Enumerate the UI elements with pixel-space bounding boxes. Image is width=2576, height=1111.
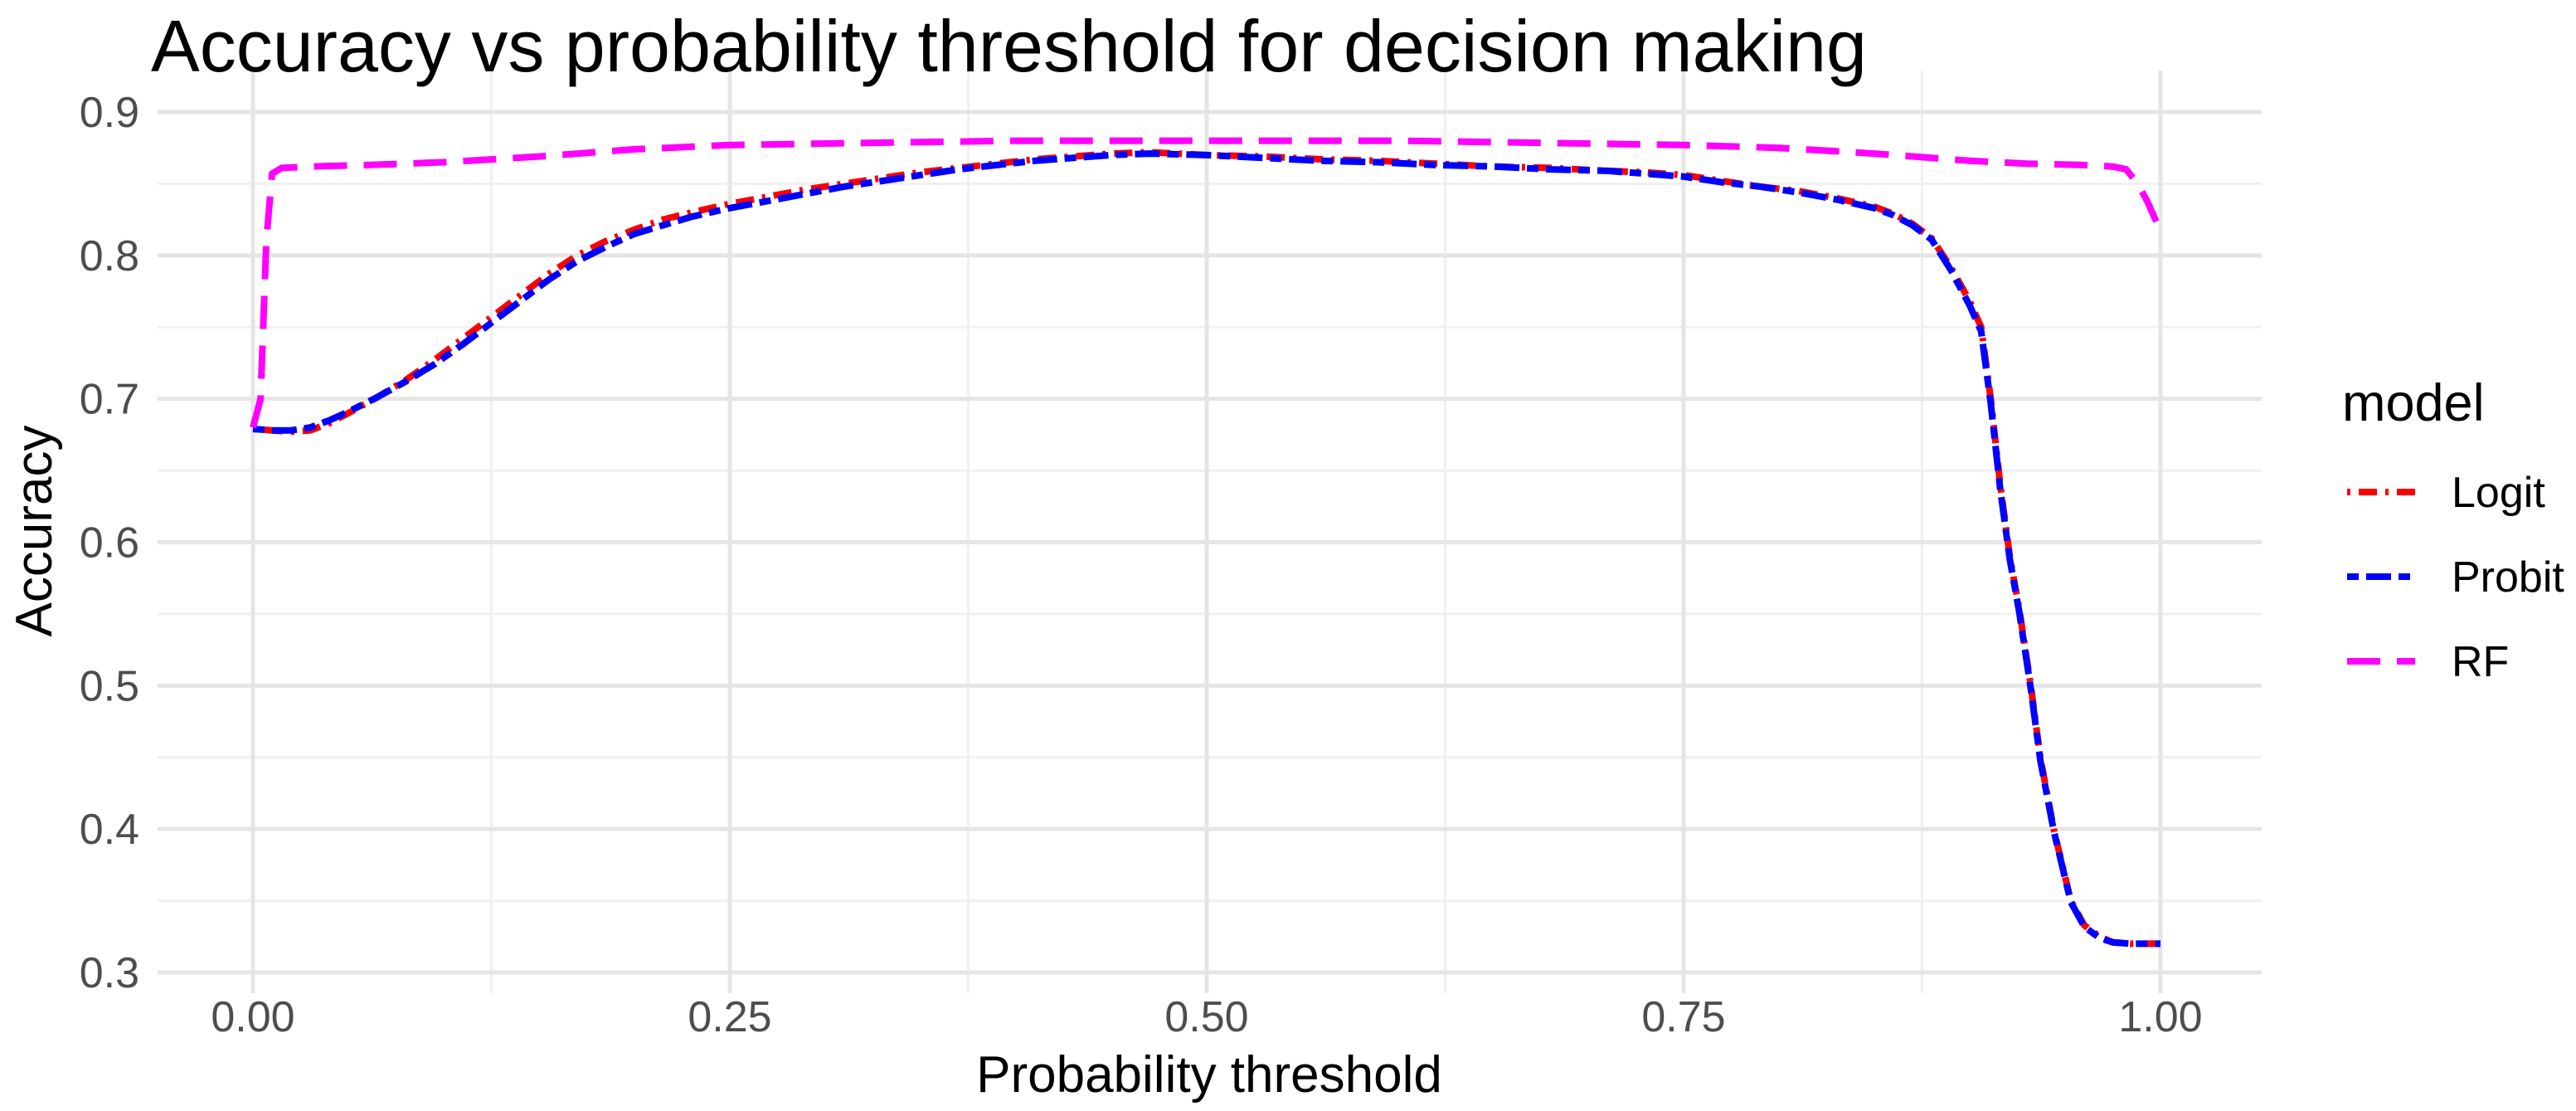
legend-label-probit: Probit — [2452, 553, 2564, 602]
legend-entries: Logit Probit RF — [2347, 469, 2564, 686]
x-axis-title: Probability threshold — [976, 1046, 1442, 1104]
x-tick-label: 0.50 — [1164, 993, 1248, 1041]
x-tick-label: 0.25 — [688, 993, 771, 1041]
x-tick-label: 0.75 — [1641, 993, 1725, 1041]
legend-label-rf: RF — [2452, 638, 2509, 686]
series-line-logit — [252, 149, 2160, 948]
x-tick-labels: 0.00 0.25 0.50 0.75 1.00 — [211, 993, 2202, 1041]
y-tick-label: 0.5 — [80, 662, 139, 710]
y-tick-label: 0.4 — [80, 806, 139, 854]
y-tick-label: 0.9 — [80, 89, 139, 137]
chart-title: Accuracy vs probability threshold for de… — [151, 5, 1867, 87]
y-tick-label: 0.6 — [80, 519, 139, 568]
y-tick-labels: 0.3 0.4 0.5 0.6 0.7 0.8 0.9 — [80, 89, 139, 997]
grid-major — [158, 71, 2262, 993]
legend-title: model — [2342, 374, 2485, 432]
series-line-probit — [252, 150, 2160, 948]
y-tick-label: 0.8 — [80, 232, 139, 280]
series-line-rf — [250, 137, 2164, 429]
grid-minor — [158, 71, 2262, 993]
y-axis-title: Accuracy — [6, 426, 63, 637]
x-tick-label: 0.00 — [211, 993, 294, 1041]
y-tick-label: 0.3 — [80, 949, 139, 997]
y-tick-label: 0.7 — [80, 376, 139, 424]
legend-label-logit: Logit — [2452, 469, 2545, 517]
series-lines — [250, 137, 2164, 948]
legend: model Logit Probit RF — [2342, 374, 2564, 686]
x-tick-label: 1.00 — [2118, 993, 2202, 1041]
